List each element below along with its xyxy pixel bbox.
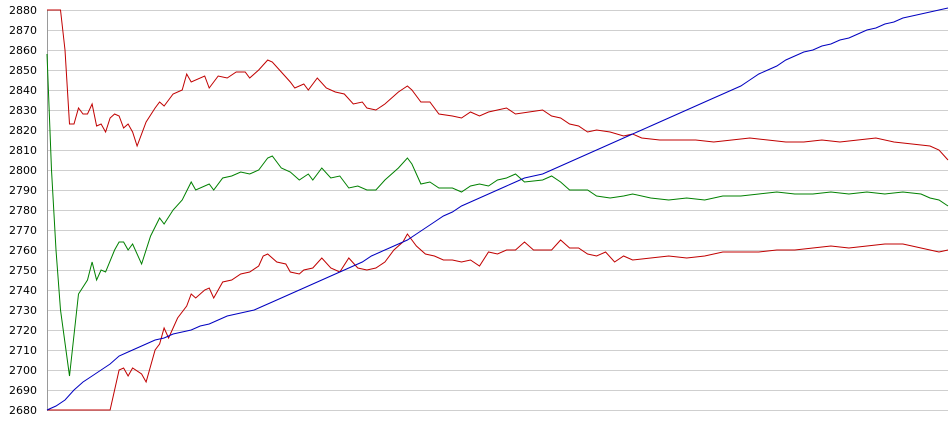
y-tick-label: 2800 [9, 164, 37, 177]
y-tick-label: 2810 [9, 144, 37, 157]
y-tick-label: 2850 [9, 64, 37, 77]
y-tick-label: 2700 [9, 364, 37, 377]
series-line-upper-red [47, 9, 949, 161]
y-tick-label: 2880 [9, 4, 37, 17]
y-tick-labels: 2680 2690 2700 2710 2720 2730 2740 2750 2760 2770… [9, 4, 37, 417]
y-tick-label: 2830 [9, 104, 37, 117]
series-line-rising-blue [46, 7, 949, 411]
y-tick-label: 2840 [9, 84, 37, 97]
series-line-middle-green [46, 53, 949, 377]
y-tick-label: 2710 [9, 344, 37, 357]
y-tick-label: 2790 [9, 184, 37, 197]
y-tick-label: 2680 [9, 404, 37, 417]
y-tick-label: 2750 [9, 264, 37, 277]
y-tick-label: 2780 [9, 204, 37, 217]
y-tick-label: 2760 [9, 244, 37, 257]
y-tick-label: 2820 [9, 124, 37, 137]
grid-lines [47, 10, 948, 411]
series-line-lower-red [47, 233, 949, 411]
y-tick-label: 2740 [9, 284, 37, 297]
y-tick-label: 2730 [9, 304, 37, 317]
series-lines [46, 7, 949, 411]
y-tick-label: 2720 [9, 324, 37, 337]
y-tick-label: 2690 [9, 384, 37, 397]
y-tick-label: 2860 [9, 44, 37, 57]
y-tick-label: 2770 [9, 224, 37, 237]
y-tick-label: 2870 [9, 24, 37, 37]
